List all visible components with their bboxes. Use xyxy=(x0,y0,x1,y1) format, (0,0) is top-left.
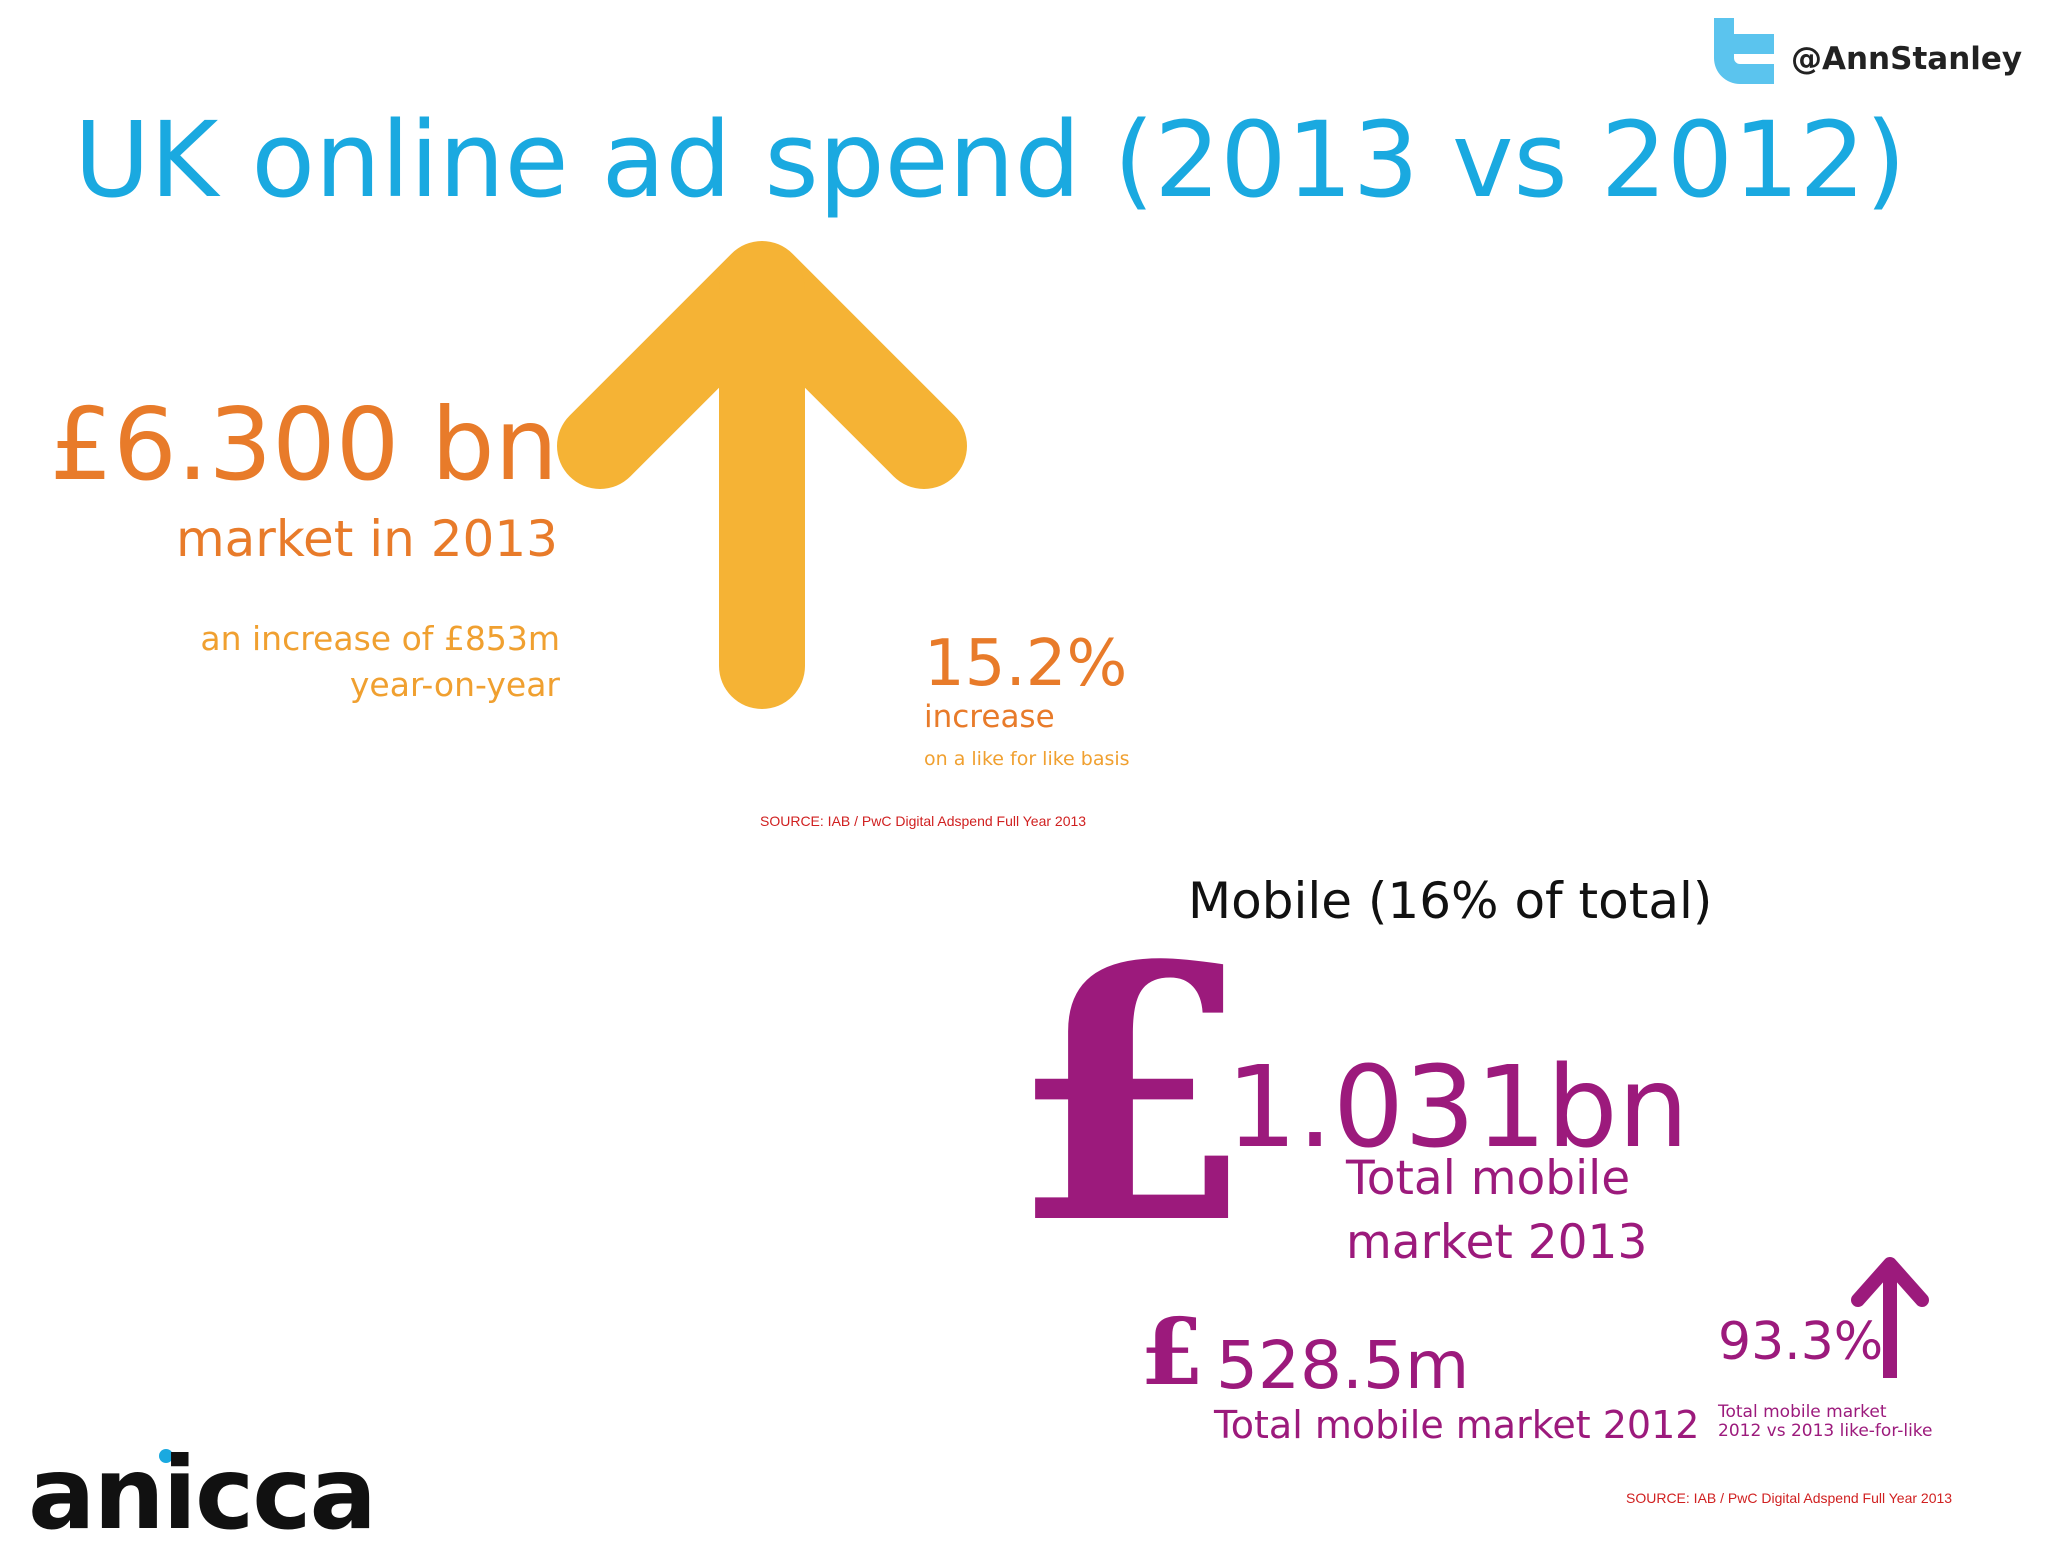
mobile-percent: 93.3% xyxy=(1718,1312,1884,1372)
amount-2013: 1.031bn xyxy=(1226,1043,1689,1173)
slide-title: UK online ad spend (2013 vs 2012) xyxy=(74,99,1906,221)
source: SOURCE: IAB / PwC Digital Adspend Full Y… xyxy=(760,813,1087,829)
logo: anicca xyxy=(28,1435,377,1552)
caption-2012: Total mobile market 2012 xyxy=(1214,1403,1700,1447)
percent-note-line2: 2012 vs 2013 like-for-like xyxy=(1718,1421,1933,1441)
amount-2012: 528.5m xyxy=(1216,1327,1470,1404)
source: SOURCE: IAB / PwC Digital Adspend Full Y… xyxy=(1626,1490,1953,1506)
increase-line1: an increase of £853m xyxy=(200,619,560,658)
big-pound: £ xyxy=(1010,889,1254,1301)
percent-caption: increase xyxy=(924,699,1055,735)
small-pound: £ xyxy=(1140,1298,1205,1406)
caption-2013-line2: market 2013 xyxy=(1346,1215,1648,1270)
percent-note: on a like for like basis xyxy=(924,748,1130,770)
percent: 15.2% xyxy=(924,627,1128,701)
total-caption: market in 2013 xyxy=(175,510,558,568)
twitter-icon xyxy=(1714,18,1774,84)
twitter-handle: @AnnStanley xyxy=(1791,41,2023,77)
small-arrow xyxy=(1851,1257,1929,1307)
logo-dot xyxy=(159,1449,173,1463)
caption-2013-line1: Total mobile xyxy=(1346,1151,1631,1206)
total-amount: £6.300 bn xyxy=(49,386,558,503)
increase-line2: year-on-year xyxy=(349,665,560,704)
percent-note-line1: Total mobile market xyxy=(1718,1402,1887,1422)
mobile-heading: Mobile (16% of total) xyxy=(1188,872,1713,930)
